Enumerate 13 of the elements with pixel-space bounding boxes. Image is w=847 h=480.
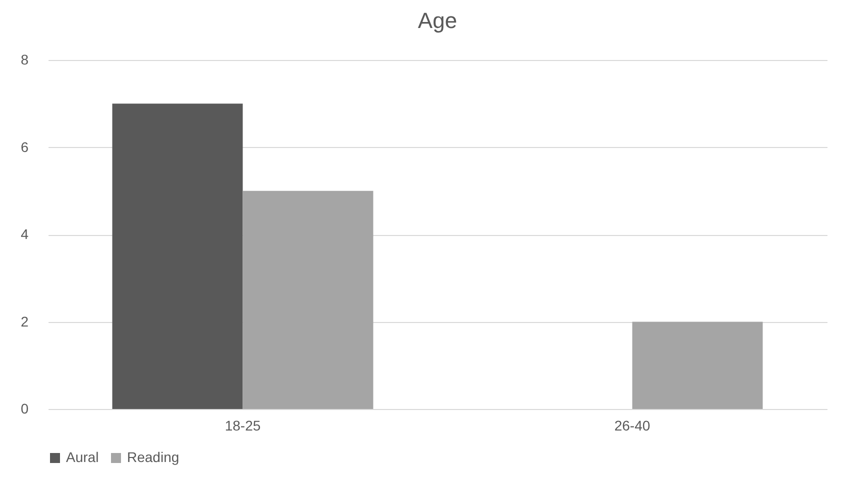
y-tick-label: 8	[20, 52, 29, 68]
x-tick-label: 18-25	[224, 418, 261, 434]
bar	[112, 104, 243, 409]
y-tick-label: 2	[20, 313, 29, 330]
bar	[632, 322, 763, 409]
chart-title: Age	[418, 8, 458, 33]
x-tick-label: 26-40	[614, 418, 650, 434]
y-tick-label: 0	[20, 400, 29, 416]
legend-label: Aural	[66, 449, 99, 465]
y-tick-label: 4	[20, 226, 29, 242]
y-tick-label: 6	[20, 138, 29, 155]
bar	[242, 190, 374, 409]
legend-label: Reading	[127, 449, 180, 465]
